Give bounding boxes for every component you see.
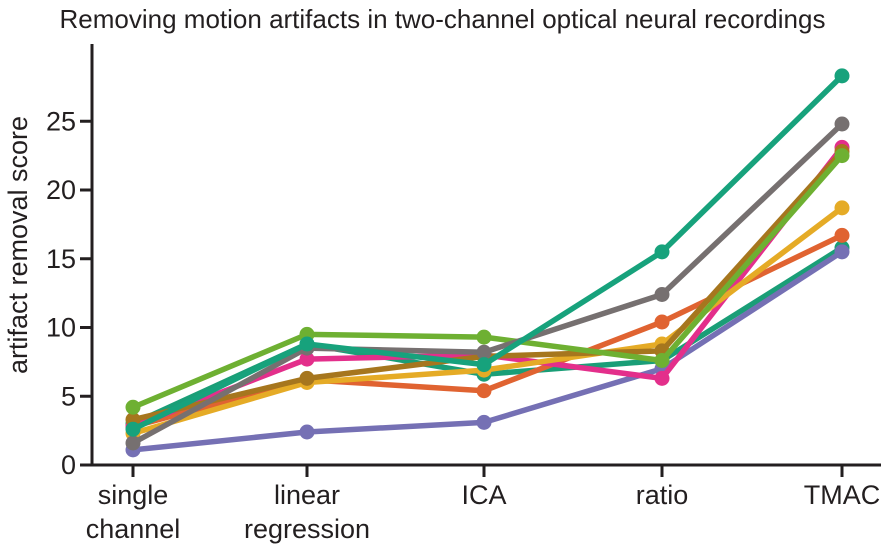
y-axis-label: artifact removal score — [3, 116, 33, 374]
data-point — [125, 399, 141, 415]
data-point — [834, 227, 850, 243]
data-point — [654, 244, 670, 260]
x-tick-label: TMAC — [804, 480, 881, 510]
data-point — [299, 336, 315, 352]
series-7 — [125, 148, 850, 415]
x-tick-label-line: linear — [274, 480, 340, 510]
data-point — [654, 370, 670, 386]
data-point — [834, 200, 850, 216]
data-point — [299, 370, 315, 386]
series — [125, 68, 850, 458]
x-tick-label-line: channel — [86, 514, 181, 544]
data-point — [834, 68, 850, 84]
y-tick-label: 0 — [61, 450, 76, 480]
x-tick-label: ICA — [461, 480, 506, 510]
x-tick-label-line: TMAC — [804, 480, 881, 510]
data-point — [125, 421, 141, 437]
x-tick-label: ratio — [636, 480, 689, 510]
data-point — [834, 148, 850, 164]
y-ticks: 0 5 10 15 20 25 — [46, 106, 92, 480]
data-point — [476, 383, 492, 399]
x-ticks: single channel linear regression ICA ratio TMA… — [86, 465, 881, 544]
data-point — [476, 357, 492, 373]
x-tick-label-line: single — [98, 480, 169, 510]
x-tick-label-line: ratio — [636, 480, 689, 510]
data-point — [654, 353, 670, 368]
x-tick-label: linear regression — [244, 480, 370, 544]
data-point — [299, 424, 315, 440]
data-point — [476, 344, 492, 360]
data-point — [834, 244, 850, 260]
chart-title: Removing motion artifacts in two-channel… — [59, 4, 826, 34]
y-tick-label: 5 — [61, 381, 76, 411]
x-tick-label-line: regression — [244, 514, 370, 544]
data-point — [476, 329, 492, 345]
data-point — [125, 435, 141, 451]
y-tick-label: 15 — [46, 244, 76, 274]
x-tick-label: single channel — [86, 480, 181, 544]
data-point — [834, 116, 850, 132]
x-tick-label-line: ICA — [461, 480, 506, 510]
y-tick-label: 20 — [46, 175, 76, 205]
data-point — [654, 287, 670, 302]
y-tick-label: 25 — [46, 106, 76, 136]
data-point — [476, 414, 492, 430]
y-tick-label: 10 — [46, 313, 76, 343]
data-point — [654, 314, 670, 330]
data-point — [299, 351, 315, 367]
series-9 — [125, 68, 850, 437]
